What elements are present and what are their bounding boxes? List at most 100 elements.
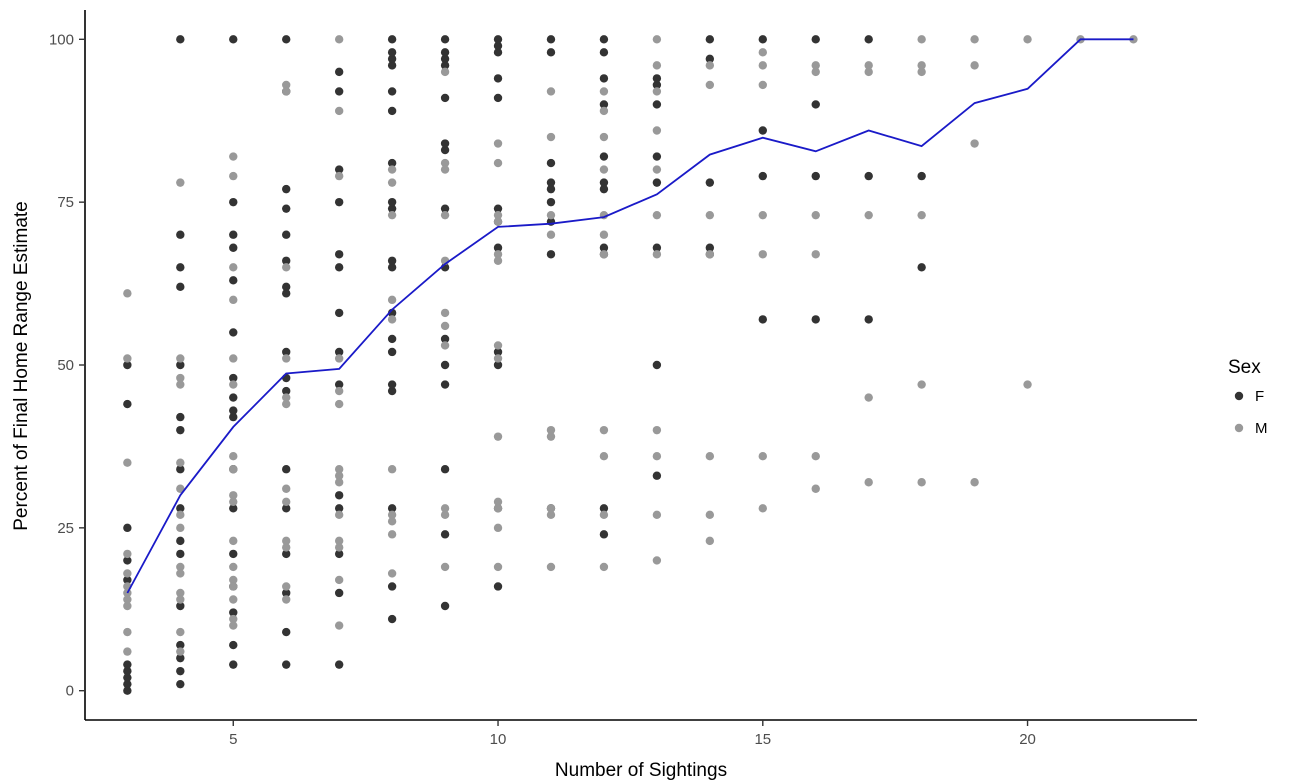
data-point-M [176, 380, 185, 389]
data-point-F [493, 582, 503, 591]
data-point-M [334, 575, 344, 585]
data-point-M [493, 354, 503, 363]
data-point-F [652, 80, 662, 90]
data-point-M [599, 87, 609, 96]
data-point-F [387, 197, 397, 207]
data-point-F [229, 640, 238, 650]
data-point-F [387, 347, 397, 357]
data-point-F [282, 282, 291, 292]
x-tick-label: 5 [229, 731, 237, 748]
data-point-M [176, 178, 185, 187]
data-point-M [917, 380, 926, 389]
data-point-F [229, 276, 238, 285]
data-point-F [176, 601, 185, 611]
data-point-M [282, 263, 291, 272]
data-point-F [229, 197, 238, 207]
data-point-M [229, 614, 238, 624]
legend-label-M: M [1255, 420, 1268, 437]
data-point-F [599, 243, 609, 252]
data-point-F [599, 74, 609, 83]
legend-key-F [1234, 391, 1244, 401]
data-point-F [705, 178, 715, 187]
data-point-M [440, 67, 450, 77]
data-point-M [440, 321, 450, 331]
data-point-M [176, 354, 185, 363]
data-point-F [811, 171, 820, 181]
data-point-F [546, 178, 556, 187]
data-point-M [758, 210, 767, 220]
data-point-M [546, 230, 556, 239]
data-point-M [493, 504, 503, 513]
data-point-M [334, 510, 344, 520]
data-point-M [493, 158, 503, 168]
data-point-M [229, 152, 238, 161]
mean-line-path [126, 38, 1134, 594]
data-point-F [440, 54, 450, 64]
data-point-M [652, 165, 662, 174]
data-point-F [229, 328, 238, 337]
data-point-M [811, 250, 820, 259]
data-point-F [123, 556, 132, 565]
data-point-M [176, 562, 185, 572]
data-point-F [599, 152, 609, 161]
data-point-F [440, 35, 450, 44]
data-point-M [123, 569, 132, 578]
data-point-F [123, 679, 132, 689]
data-point-M [440, 158, 450, 168]
data-point-M [864, 210, 873, 220]
data-point-M [758, 61, 767, 70]
data-point-M [334, 386, 344, 396]
data-point-M [758, 504, 767, 513]
y-ticks: 0 25 50 75 100 [49, 31, 85, 700]
data-point-F [811, 100, 820, 109]
data-point-F [387, 54, 397, 64]
data-point-F [229, 35, 238, 44]
data-point-M [123, 595, 132, 604]
data-point-F [546, 158, 556, 168]
data-point-M [599, 451, 609, 461]
data-point-F [334, 380, 344, 389]
data-point-M [334, 478, 344, 487]
data-point-F [334, 250, 344, 259]
data-point-M [970, 35, 979, 44]
data-point-F [282, 289, 291, 298]
legend: Sex FM [1228, 357, 1268, 437]
mean-line [126, 38, 1134, 594]
data-point-M [229, 491, 238, 500]
legend-key-M [1234, 423, 1244, 433]
data-point-M [229, 354, 238, 363]
data-point-F [282, 373, 291, 383]
data-point-F [387, 256, 397, 265]
data-point-F [493, 41, 503, 51]
data-point-F [493, 243, 503, 252]
data-point-M [811, 61, 820, 70]
data-point-F [705, 35, 715, 44]
data-point-M [387, 569, 397, 578]
data-point-M [123, 627, 132, 637]
y-axis-title: Percent of Final Home Range Estimate [11, 201, 32, 531]
data-point-F [599, 48, 609, 57]
data-point-M [334, 543, 344, 552]
data-point-M [334, 171, 344, 181]
data-point-M [123, 601, 132, 611]
data-point-M [282, 595, 291, 604]
data-point-M [123, 647, 132, 656]
data-point-M [229, 171, 238, 181]
data-point-F [334, 197, 344, 207]
data-point-M [1023, 380, 1032, 389]
data-point-M [652, 451, 662, 461]
data-point-F [334, 263, 344, 272]
data-point-F [123, 575, 132, 585]
data-point-F [440, 465, 450, 474]
data-point-M [546, 87, 556, 96]
data-point-M [599, 165, 609, 174]
data-point-M [599, 250, 609, 259]
data-point-M [652, 250, 662, 259]
data-point-F [334, 347, 344, 357]
data-point-M [282, 80, 291, 90]
data-point-M [282, 582, 291, 591]
data-point-F [334, 549, 344, 559]
data-point-M [334, 621, 344, 630]
data-point-F [176, 536, 185, 546]
data-point-M [440, 504, 450, 513]
